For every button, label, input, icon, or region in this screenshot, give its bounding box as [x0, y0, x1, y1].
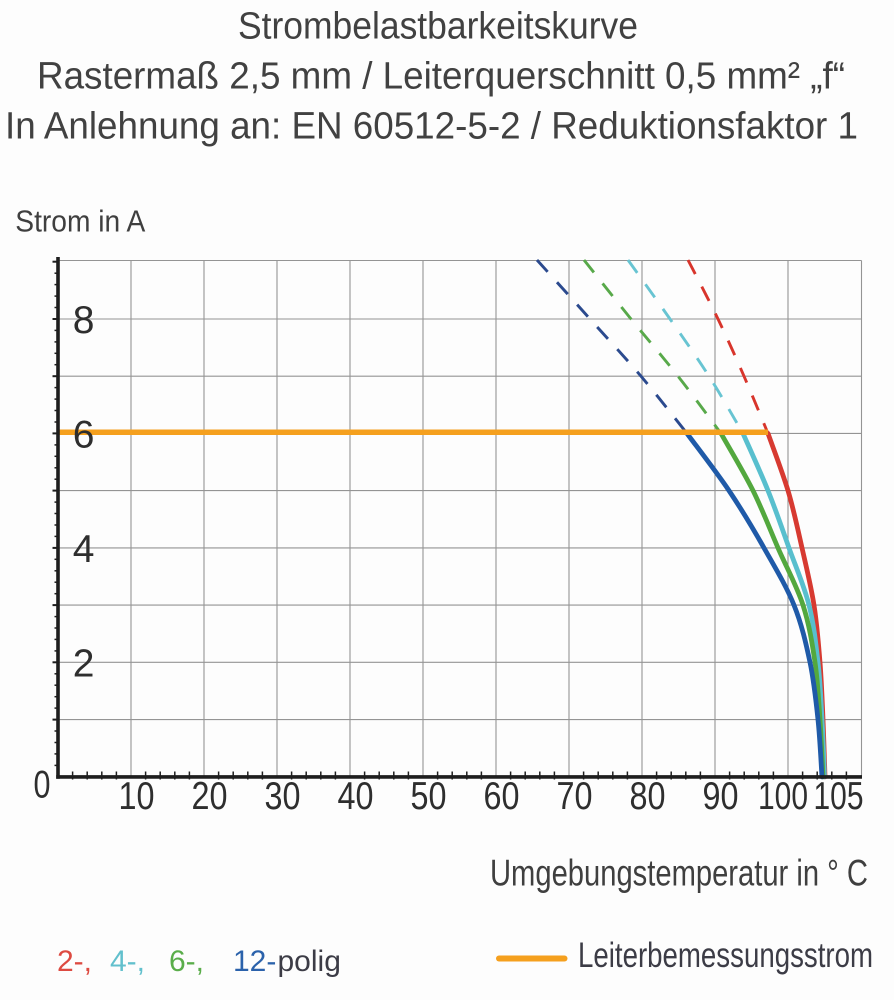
svg-text:polig: polig: [278, 945, 341, 978]
svg-text:0: 0: [34, 764, 51, 807]
svg-text:4: 4: [73, 528, 95, 571]
svg-text:12-: 12-: [233, 945, 276, 978]
svg-text:6: 6: [73, 413, 95, 456]
svg-text:80: 80: [630, 775, 666, 818]
svg-text:Strombelastbarkeitskurve: Strombelastbarkeitskurve: [238, 6, 638, 48]
svg-text:50: 50: [411, 775, 447, 818]
svg-text:8: 8: [73, 299, 95, 342]
svg-text:Strom in A: Strom in A: [15, 204, 145, 239]
svg-text:90: 90: [703, 775, 739, 818]
svg-text:105: 105: [814, 775, 864, 818]
svg-text:60: 60: [484, 775, 520, 818]
svg-text:2: 2: [73, 642, 95, 685]
svg-text:Leiterbemessungsstrom: Leiterbemessungsstrom: [578, 936, 873, 975]
svg-text:4-,: 4-,: [110, 945, 145, 978]
svg-text:In Anlehnung an: EN 60512-5-2: In Anlehnung an: EN 60512-5-2 / Reduktio…: [5, 106, 858, 148]
svg-text:10: 10: [119, 775, 155, 818]
svg-text:2-,: 2-,: [57, 945, 92, 978]
svg-text:6-,: 6-,: [169, 945, 204, 978]
svg-text:30: 30: [265, 775, 301, 818]
svg-text:Umgebungstemperatur in ° C: Umgebungstemperatur in ° C: [490, 853, 868, 894]
svg-text:40: 40: [338, 775, 374, 818]
svg-text:Rastermaß 2,5 mm / Leiterquers: Rastermaß 2,5 mm / Leiterquerschnitt 0,5…: [37, 56, 845, 98]
svg-text:70: 70: [557, 775, 593, 818]
svg-text:20: 20: [192, 775, 228, 818]
svg-text:100: 100: [758, 775, 808, 818]
